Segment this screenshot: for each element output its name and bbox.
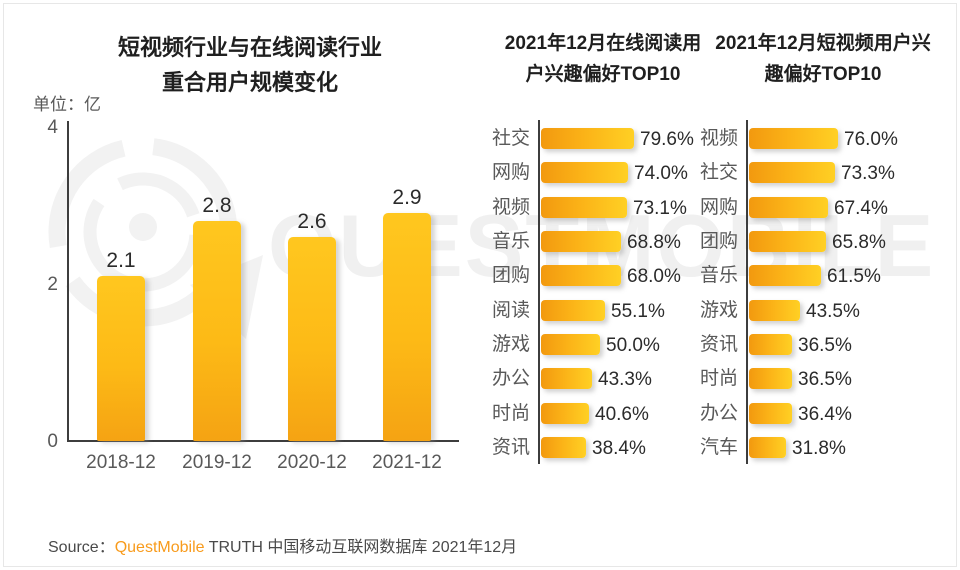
row-label-团购: 团购: [491, 265, 530, 286]
y-axis-tick-label: 4: [47, 117, 58, 138]
bar-音乐: [541, 231, 621, 252]
bar-value-label: 65.8%: [832, 232, 886, 253]
row-label-社交: 社交: [491, 128, 530, 149]
bar-视频: [749, 128, 838, 149]
source-line: Source：QuestMobile TRUTH 中国移动互联网数据库 2021…: [48, 533, 517, 557]
right-chart-axis: [746, 120, 748, 464]
bar-value-label: 73.1%: [633, 198, 687, 219]
bar-资讯: [541, 437, 586, 458]
bar-办公: [749, 403, 792, 424]
bar-value-label: 61.5%: [827, 266, 881, 287]
row-label-资讯: 资讯: [491, 437, 530, 458]
bar-value-label: 36.4%: [798, 404, 852, 425]
x-axis-label: 2021-12: [372, 452, 442, 473]
bar-value-label: 43.5%: [806, 301, 860, 322]
row-label-音乐: 音乐: [699, 265, 738, 286]
bar-视频: [541, 197, 627, 218]
right-chart-title-line2: 趣偏好TOP10: [764, 64, 882, 85]
left-chart-title: 短视频行业与在线阅读行业 重合用户规模变化: [60, 30, 440, 100]
x-axis-label: 2019-12: [182, 452, 252, 473]
bar-团购: [541, 265, 621, 286]
source-rest: TRUTH 中国移动互联网数据库 2021年12月: [204, 539, 518, 556]
bar-团购: [749, 231, 826, 252]
row-label-资讯: 资讯: [699, 334, 738, 355]
bar-2021-12: [383, 213, 431, 441]
left-chart-y-axis: [67, 121, 69, 442]
bar-网购: [749, 197, 828, 218]
row-label-社交: 社交: [699, 162, 738, 183]
unit-label: 单位：亿: [33, 95, 101, 114]
bar-汽车: [749, 437, 786, 458]
bar-value-label: 73.3%: [841, 163, 895, 184]
bar-value-label: 76.0%: [844, 129, 898, 150]
source-brand: QuestMobile: [114, 539, 205, 556]
bar-value-label: 2.8: [202, 194, 232, 217]
bar-value-label: 2.1: [106, 249, 136, 272]
row-label-视频: 视频: [699, 128, 738, 149]
bar-value-label: 68.8%: [627, 232, 681, 253]
row-label-网购: 网购: [699, 197, 738, 218]
left-chart-title-line1: 短视频行业与在线阅读行业: [117, 35, 382, 60]
row-label-时尚: 时尚: [491, 403, 530, 424]
row-label-办公: 办公: [491, 368, 530, 389]
middle-chart-title-line1: 2021年12月在线阅读用: [504, 33, 702, 54]
y-axis-tick-label: 2: [47, 274, 58, 295]
row-label-游戏: 游戏: [491, 334, 530, 355]
bar-value-label: 67.4%: [834, 198, 888, 219]
row-label-办公: 办公: [699, 403, 738, 424]
bar-阅读: [541, 300, 605, 321]
bar-value-label: 31.8%: [792, 438, 846, 459]
bar-社交: [541, 128, 634, 149]
bar-value-label: 36.5%: [798, 335, 852, 356]
row-label-网购: 网购: [491, 162, 530, 183]
middle-chart-title-line2: 户兴趣偏好TOP10: [525, 64, 681, 85]
bar-value-label: 36.5%: [798, 369, 852, 390]
row-label-阅读: 阅读: [491, 300, 530, 321]
source-label: Source：: [48, 539, 115, 556]
bar-value-label: 68.0%: [627, 266, 681, 287]
bar-办公: [541, 368, 592, 389]
row-label-汽车: 汽车: [699, 437, 738, 458]
bar-value-label: 2.9: [392, 186, 422, 209]
row-label-时尚: 时尚: [699, 368, 738, 389]
bar-时尚: [541, 403, 589, 424]
bar-value-label: 79.6%: [640, 129, 694, 150]
middle-chart-axis: [538, 120, 540, 464]
bar-游戏: [541, 334, 600, 355]
row-label-视频: 视频: [491, 197, 530, 218]
bar-音乐: [749, 265, 821, 286]
bar-2018-12: [97, 276, 145, 441]
left-chart-x-axis: [67, 440, 459, 442]
bar-2019-12: [193, 221, 241, 441]
bar-资讯: [749, 334, 792, 355]
bar-时尚: [749, 368, 792, 389]
bar-value-label: 55.1%: [611, 301, 665, 322]
row-label-游戏: 游戏: [699, 300, 738, 321]
x-axis-label: 2018-12: [86, 452, 156, 473]
row-label-团购: 团购: [699, 231, 738, 252]
bar-value-label: 38.4%: [592, 438, 646, 459]
bar-社交: [749, 162, 835, 183]
middle-chart-title: 2021年12月在线阅读用 户兴趣偏好TOP10: [490, 28, 716, 90]
y-axis-tick-label: 0: [47, 431, 58, 452]
bar-网购: [541, 162, 628, 183]
bar-value-label: 40.6%: [595, 404, 649, 425]
right-chart-title: 2021年12月短视频用户兴 趣偏好TOP10: [704, 28, 942, 90]
bar-value-label: 74.0%: [634, 163, 688, 184]
right-chart-title-line1: 2021年12月短视频用户兴: [715, 33, 931, 54]
bar-2020-12: [288, 237, 336, 441]
x-axis-label: 2020-12: [277, 452, 347, 473]
bar-value-label: 43.3%: [598, 369, 652, 390]
left-chart-title-line2: 重合用户规模变化: [161, 70, 338, 95]
row-label-音乐: 音乐: [491, 231, 530, 252]
bar-value-label: 2.6: [297, 210, 327, 233]
bar-value-label: 50.0%: [606, 335, 660, 356]
bar-游戏: [749, 300, 800, 321]
